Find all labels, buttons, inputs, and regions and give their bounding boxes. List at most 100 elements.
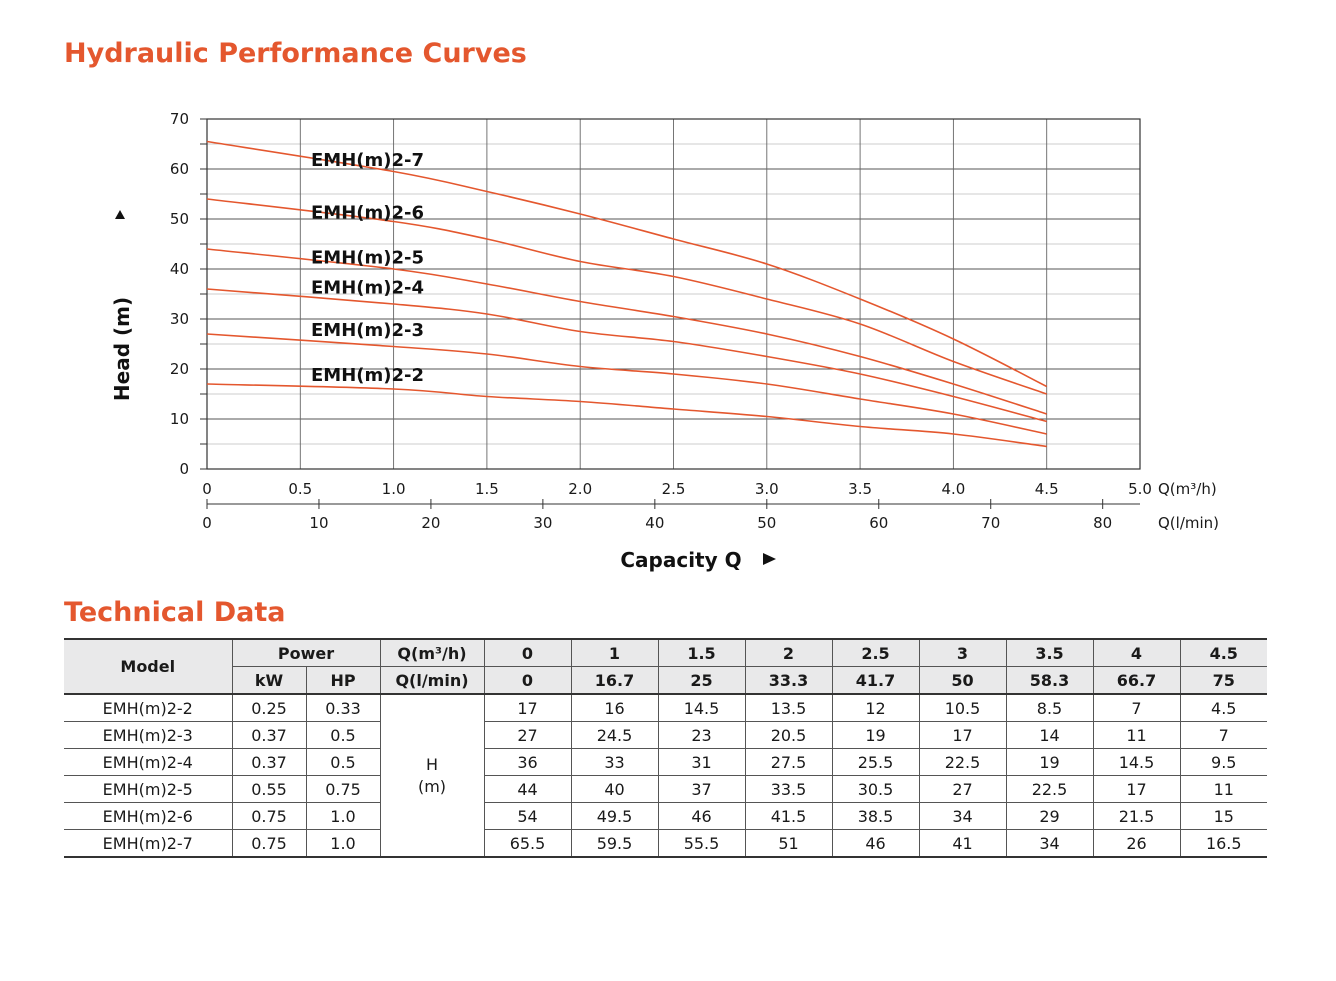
head-value: 51 (745, 829, 833, 858)
head-value: 38.5 (832, 802, 920, 830)
y-axis-title-group: Head (m) (110, 297, 134, 401)
y-tick-label: 40 (170, 260, 189, 278)
table-row: EMH(m)2-7 0.75 1.0 65.5 59.5 55.5 51 46 41 34 26 16… (64, 829, 1267, 858)
hp-cell: 0.5 (306, 721, 381, 749)
curve-emhm2-2 (206, 383, 1047, 448)
q-lmin-value: 33.3 (745, 666, 833, 695)
curve-emhm2-7 (206, 140, 1048, 388)
x-tick-label-lmin: 50 (757, 514, 776, 532)
curve-emhm2-3 (206, 333, 1047, 435)
kw-header: kW (232, 666, 307, 695)
head-value: 23 (658, 721, 746, 749)
head-value: 54 (484, 802, 572, 830)
performance-chart: 0 10 20 30 40 50 60 70 0 0.5 1.0 1.5 2.0 2.5 3.0 3.5 4.… (110, 110, 1219, 572)
x-tick-label-m3h: 0.5 (288, 480, 312, 498)
curves (206, 140, 1048, 448)
q-m3h-value: 2.5 (832, 638, 920, 667)
head-value: 16 (571, 694, 659, 722)
kw-cell: 0.37 (232, 748, 307, 776)
head-value: 65.5 (484, 829, 572, 858)
head-value: 30.5 (832, 775, 920, 803)
curve-label: EMH(m)2-2 (311, 365, 424, 386)
table-row: EMH(m)2-6 0.75 1.0 54 49.5 46 41.5 38.5 34 29 21.5… (64, 802, 1267, 830)
y-tick-label: 0 (179, 460, 189, 478)
head-value: 22.5 (919, 748, 1007, 776)
chart-title: Hydraulic Performance Curves (64, 38, 527, 69)
x-tick-label-lmin: 70 (981, 514, 1000, 532)
x-axis-title: Capacity Q (620, 548, 741, 572)
hp-cell: 0.5 (306, 748, 381, 776)
y-tick-label: 50 (170, 210, 189, 228)
head-value: 14.5 (1093, 748, 1181, 776)
model-cell: EMH(m)2-7 (64, 829, 233, 858)
head-value: 33.5 (745, 775, 833, 803)
head-value: 21.5 (1093, 802, 1181, 830)
x-tick-label-lmin: 0 (202, 514, 212, 532)
x-tick-labels-m3h: 0 0.5 1.0 1.5 2.0 2.5 3.0 3.5 4.0 4.5 5.0 (202, 480, 1152, 498)
head-value: 26 (1093, 829, 1181, 858)
q-lmin-value: 41.7 (832, 666, 920, 695)
head-value: 25.5 (832, 748, 920, 776)
head-value: 49.5 (571, 802, 659, 830)
curve-label: EMH(m)2-5 (311, 248, 424, 269)
q-lmin-value: 66.7 (1093, 666, 1181, 695)
tick-marks (200, 118, 1140, 509)
head-value: 11 (1180, 775, 1267, 803)
head-value: 11 (1093, 721, 1181, 749)
head-value: 37 (658, 775, 746, 803)
curve-emhm2-6 (206, 198, 1047, 395)
q-m3h-value: 4.5 (1180, 638, 1267, 667)
head-value: 14.5 (658, 694, 746, 722)
q-m3h-value: 4 (1093, 638, 1181, 667)
head-value: 19 (1006, 748, 1094, 776)
head-value: 29 (1006, 802, 1094, 830)
q-m3h-value: 2 (745, 638, 833, 667)
head-value: 27.5 (745, 748, 833, 776)
x-tick-label-lmin: 60 (869, 514, 888, 532)
q-m3h-value: 1.5 (658, 638, 746, 667)
x-tick-label-m3h: 2.5 (662, 480, 686, 498)
q-m3h-value: 0 (484, 638, 572, 667)
model-cell: EMH(m)2-3 (64, 721, 233, 749)
head-value: 16.5 (1180, 829, 1267, 858)
head-value: 46 (658, 802, 746, 830)
head-value: 41 (919, 829, 1007, 858)
hp-cell: 1.0 (306, 829, 381, 858)
curve-label: EMH(m)2-3 (311, 320, 424, 341)
header-row-2: kW HP Q(l/min) 0 16.7 25 33.3 41.7 50 58.3 66.7… (64, 666, 1267, 695)
x-tick-label-m3h: 3.5 (848, 480, 872, 498)
head-value: 20.5 (745, 721, 833, 749)
kw-cell: 0.25 (232, 694, 307, 722)
x-tick-label-m3h: 4.0 (941, 480, 965, 498)
kw-cell: 0.37 (232, 721, 307, 749)
head-value: 14 (1006, 721, 1094, 749)
head-value: 7 (1093, 694, 1181, 722)
y-tick-labels: 0 10 20 30 40 50 60 70 (170, 110, 189, 478)
curve-label: EMH(m)2-7 (311, 150, 424, 171)
head-value: 12 (832, 694, 920, 722)
q-lmin-value: 16.7 (571, 666, 659, 695)
table-title: Technical Data (64, 597, 286, 628)
model-cell: EMH(m)2-2 (64, 694, 233, 722)
head-value: 19 (832, 721, 920, 749)
q-m3h-value: 1 (571, 638, 659, 667)
y-tick-label: 60 (170, 160, 189, 178)
x-tick-label-lmin: 30 (533, 514, 552, 532)
hp-cell: 1.0 (306, 802, 381, 830)
x-tick-label-m3h: 1.5 (475, 480, 499, 498)
y-axis-arrow-icon (115, 210, 125, 219)
x-tick-label-lmin: 80 (1093, 514, 1112, 532)
head-value: 33 (571, 748, 659, 776)
x-axis-arrow-icon (763, 553, 776, 565)
head-value: 17 (484, 694, 572, 722)
head-value: 24.5 (571, 721, 659, 749)
head-value: 17 (919, 721, 1007, 749)
x-tick-label-m3h: 4.5 (1035, 480, 1059, 498)
technical-data-table: Model Power Q(m³/h) 0 1 1.5 2 2.5 3 3.5 4 4.5 kW… (64, 638, 1267, 858)
head-value: 55.5 (658, 829, 746, 858)
x-tick-label-lmin: 20 (421, 514, 440, 532)
table-row: EMH(m)2-4 0.37 0.5 36 33 31 27.5 25.5 22.5 19 14.5… (64, 748, 1267, 776)
q-lmin-header: Q(l/min) (380, 666, 485, 695)
x-unit-primary: Q(m³/h) (1158, 480, 1217, 498)
y-tick-label: 10 (170, 410, 189, 428)
